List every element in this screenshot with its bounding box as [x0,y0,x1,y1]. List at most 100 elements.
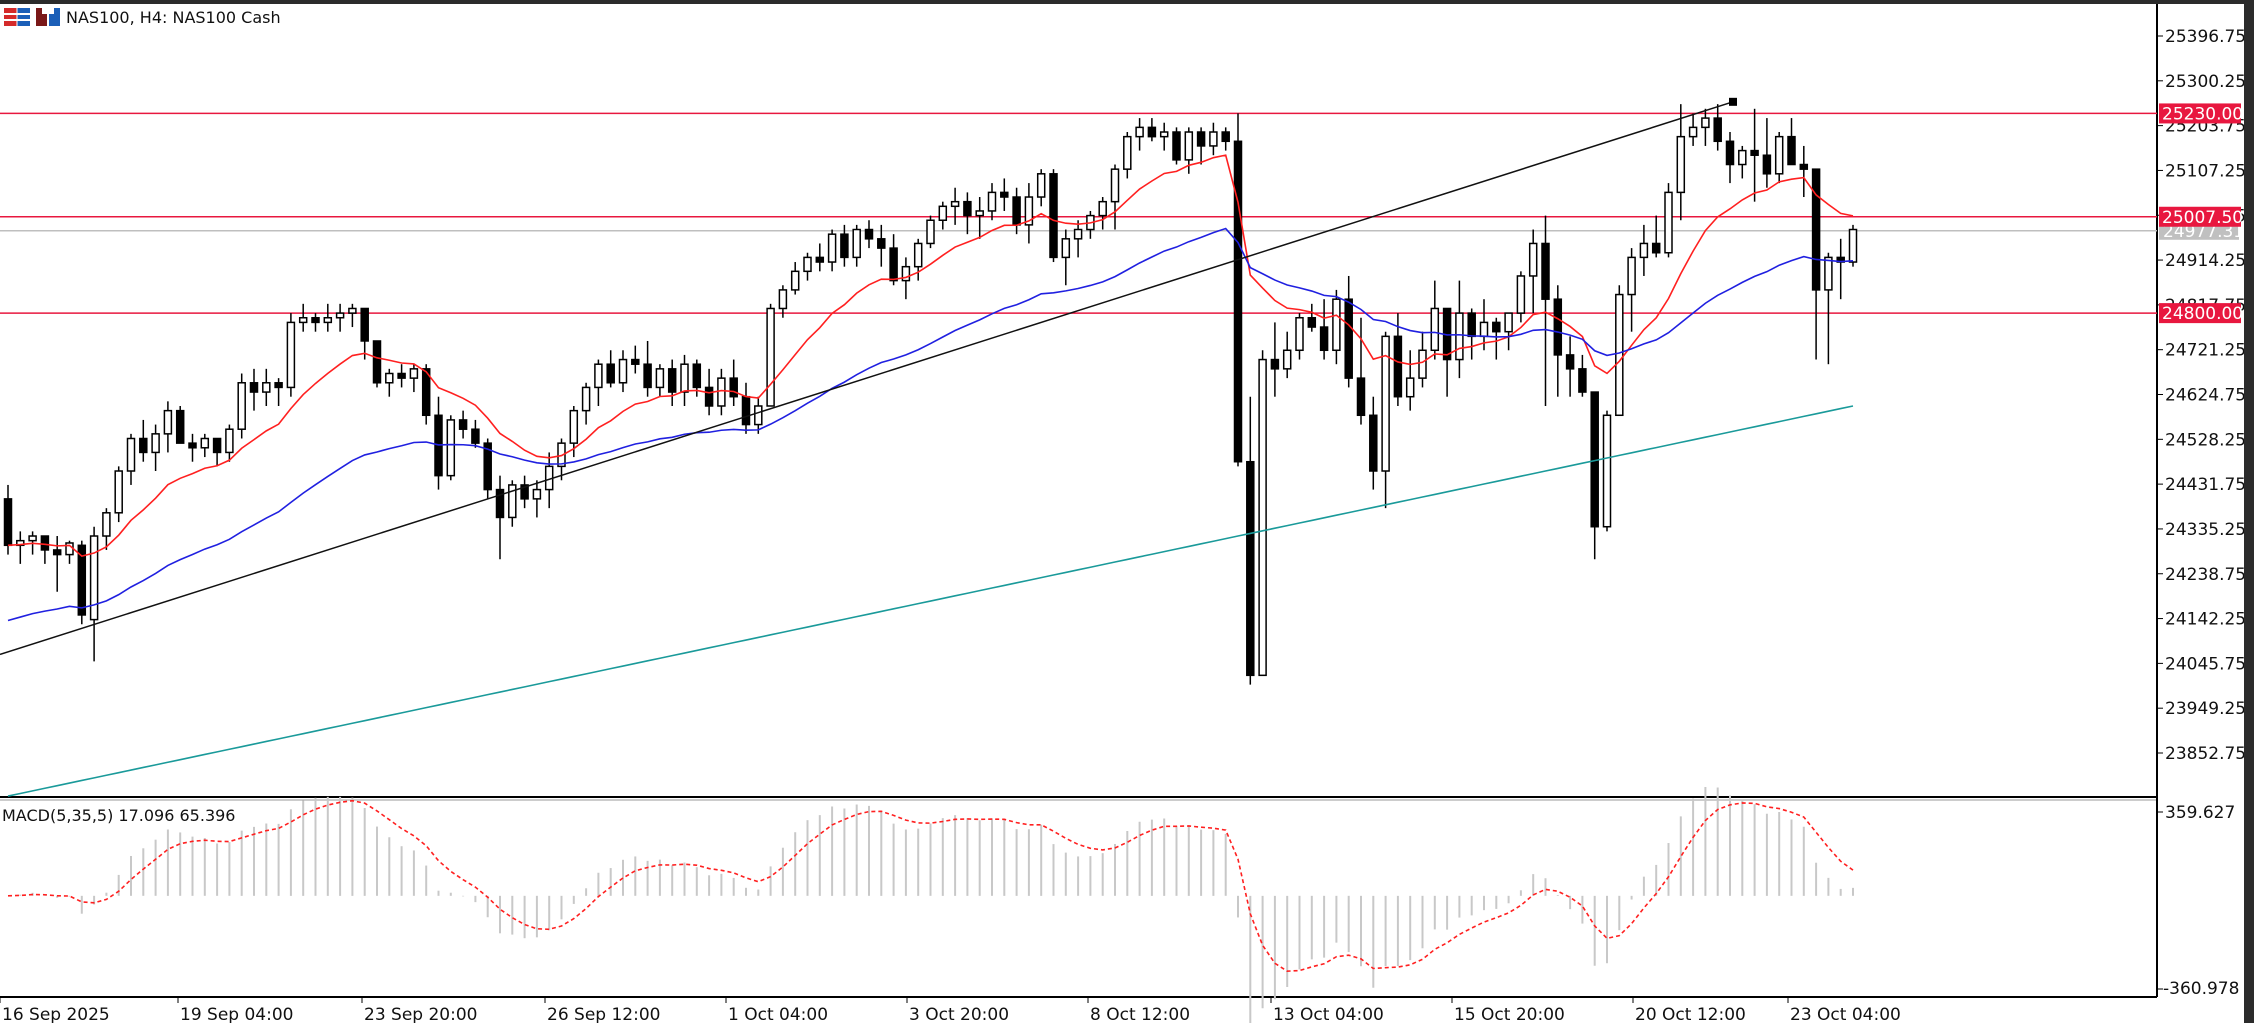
candle-body [803,256,812,273]
candle-body [618,358,628,384]
candle-body [1123,135,1132,170]
time-tick-label: 1 Oct 04:00 [728,1005,828,1023]
time-tick-label: 16 Sep 2025 [2,1005,110,1023]
candle-body [1369,414,1378,472]
candle-body [249,382,259,393]
candle-body [200,437,210,449]
candle-body [225,428,234,454]
candle-body [323,317,333,324]
candle-body [114,470,123,514]
candle-body [385,372,394,384]
price-tick-label: 23949.25 [2165,699,2244,719]
time-tick-label: 23 Sep 20:00 [364,1005,477,1023]
candle-body [1479,321,1489,338]
candle-body [1774,135,1784,175]
candle-body [1295,317,1304,352]
candle-body [1565,354,1575,370]
chart-settings-icon[interactable] [36,8,60,26]
candle-body [1418,349,1427,379]
candle-body [950,200,960,208]
candle-body [1799,163,1809,170]
price-tick-label: 24624.75 [2165,386,2244,406]
candle-body [975,210,984,217]
candle-body [717,377,726,407]
candle-body [1381,335,1390,472]
trendline[interactable] [0,101,1734,656]
time-tick-label: 26 Sep 12:00 [547,1005,660,1023]
candle-body [655,368,665,389]
time-tick-label: 8 Oct 12:00 [1090,1005,1190,1023]
candle-body [348,307,357,314]
candle-body [1713,117,1722,143]
symbol-title: NAS100, H4: NAS100 Cash [66,7,281,27]
candle-body [151,433,160,454]
candle-body [1848,228,1858,263]
time-tick-label: 23 Oct 04:00 [1790,1005,1901,1023]
candle-body [1393,335,1403,398]
candle-body [1319,326,1329,352]
candle-body [188,442,197,449]
candle-body [532,488,542,500]
macd-indicator-label: MACD(5,35,5) 17.096 65.396 [2,806,236,825]
candle-body [77,544,87,616]
candle-body [102,512,111,537]
candle-body [458,419,468,430]
candle-body [815,256,825,263]
candle-body [1221,131,1230,143]
candle-body [1787,135,1796,166]
candle-body [1258,358,1267,677]
candle-body [1036,173,1046,198]
price-tick-label: 24914.25 [2165,251,2244,271]
candle-body [495,488,505,519]
candle-body [1541,242,1550,300]
candle-body [1553,298,1563,356]
candle-body [1615,293,1624,417]
candle-body [1307,317,1317,328]
level-price-tag [2159,206,2241,227]
candle-body [1135,126,1144,138]
candle-body [89,535,99,621]
candle-body [1676,135,1686,194]
candle-body [311,317,320,324]
candle-body [1012,196,1021,226]
candle-body [1688,126,1698,138]
trendline-handle[interactable] [1729,97,1737,106]
level-price-label: 24800.00 [2162,304,2243,324]
candle-body [581,386,591,412]
candle-body [692,363,702,389]
candle-body [1528,242,1538,277]
candle-body [1110,168,1120,203]
candle-body [901,265,911,282]
candle-body [1147,126,1157,138]
candle-body [569,409,579,444]
level-price-label: 25230.00 [2162,104,2243,124]
ma-slow-line [7,405,1854,797]
candle-body [1196,131,1206,147]
candle-body [1344,298,1353,379]
candle-body [1664,191,1673,254]
candle-body [987,191,997,212]
window-right-border [2244,0,2254,1023]
candle-body [1405,377,1415,398]
bar-chart-mode-icon[interactable] [4,8,30,26]
candle-body [52,549,62,556]
candle-body [446,419,456,477]
candle-body [237,382,246,430]
bid-price-label: 24977.31 [2163,222,2244,242]
candle-body [594,363,603,389]
candle-body [274,382,283,389]
candle-body [1639,242,1649,259]
candle-body [262,382,271,393]
macd-min-label: -360.978 [2163,979,2239,999]
time-tick-label: 15 Oct 20:00 [1454,1005,1565,1023]
price-tick-label: 24335.25 [2165,520,2244,540]
price-tick-label: 24142.25 [2165,610,2244,630]
candle-body [1246,460,1255,677]
candle-body [40,535,50,551]
candle-body [1172,131,1181,161]
candle-body [877,238,886,249]
candle-body [360,307,369,342]
candle-body [680,363,689,393]
candle-body [1000,191,1009,198]
